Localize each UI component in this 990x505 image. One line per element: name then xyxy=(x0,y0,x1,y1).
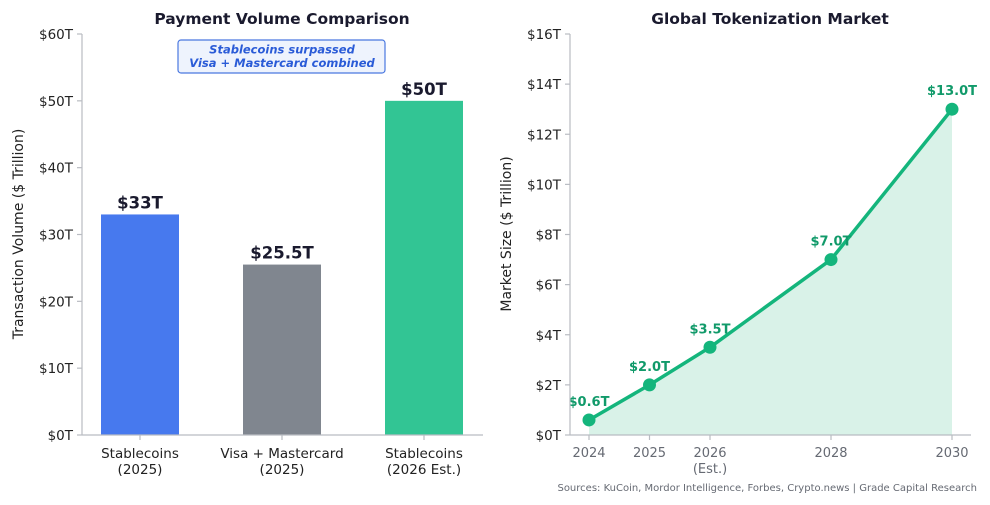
bar-value-label: $33T xyxy=(117,193,163,212)
bar-chart: Payment Volume Comparison $0T $10T $20T $30… xyxy=(11,10,483,478)
bar-category-label: Visa + Mastercard xyxy=(220,446,343,462)
line-chart-y-tick-label: $10T xyxy=(527,177,562,193)
line-chart-y-tick-label: $6T xyxy=(536,278,562,294)
line-chart-y-tick-label: $2T xyxy=(536,378,562,394)
bar-value-label: $25.5T xyxy=(250,244,314,263)
bar-value-label: $50T xyxy=(401,80,447,99)
data-point-label: $13.0T xyxy=(927,84,977,99)
data-point xyxy=(582,413,596,427)
bar-chart-y-tick-label: $50T xyxy=(39,94,74,110)
line-chart-x-tick-label: 2030 xyxy=(935,446,968,461)
annotation-line-1: Stablecoins surpassed xyxy=(209,43,355,57)
data-point xyxy=(643,378,656,392)
line-chart-x-tick-label: 2026 xyxy=(693,446,726,461)
line-chart-y-axis-label: Market Size ($ Trillion) xyxy=(499,156,515,311)
line-chart-y-tick-label: $8T xyxy=(536,228,562,244)
data-point xyxy=(703,340,717,354)
line-chart-x-tick-label: 2028 xyxy=(814,446,847,461)
line-chart-y-tick-label: $4T xyxy=(536,328,562,344)
line-chart: Global Tokenization Market $0T $2T $4T $6T $… xyxy=(499,10,977,477)
bar-category-label: (2025) xyxy=(260,462,305,478)
data-point-label: $7.0T xyxy=(811,235,852,250)
line-chart-y-tick-label: $0T xyxy=(536,428,562,444)
data-point xyxy=(824,253,838,267)
bar-category-label: (2026 Est.) xyxy=(387,462,461,478)
bar-category-label: Stablecoins xyxy=(385,446,463,462)
bar-chart-y-axis-label: Transaction Volume ($ Trillion) xyxy=(11,129,27,341)
bar-category-label: Stablecoins xyxy=(101,446,179,462)
bar xyxy=(385,100,463,435)
bar-chart-y-tick-label: $0T xyxy=(48,428,74,444)
line-chart-title: Global Tokenization Market xyxy=(651,10,889,28)
bar-chart-y-tick-label: $30T xyxy=(39,228,74,244)
source-note: Sources: KuCoin, Mordor Intelligence, Fo… xyxy=(557,483,977,494)
area-fill xyxy=(589,109,952,435)
data-point xyxy=(945,102,959,116)
bar-chart-y-tick-label: $20T xyxy=(39,294,74,310)
data-point-label: $0.6T xyxy=(569,395,610,410)
bar xyxy=(101,214,179,435)
annotation-box-border xyxy=(177,39,386,74)
line-chart-x-tick-label: 2025 xyxy=(633,446,666,461)
data-point-label: $3.5T xyxy=(690,322,731,337)
line-chart-y-tick-label: $12T xyxy=(527,127,562,143)
bar-chart-y-tick-label: $40T xyxy=(39,161,74,177)
line-chart-x-tick-sublabel: (Est.) xyxy=(693,462,727,477)
bar-chart-title: Payment Volume Comparison xyxy=(154,10,409,28)
data-point-label: $2.0T xyxy=(629,360,670,375)
line-chart-y-tick-label: $16T xyxy=(527,27,562,43)
annotation-line-2: Visa + Mastercard combined xyxy=(189,56,375,70)
bar xyxy=(243,264,321,435)
line-chart-y-tick-label: $14T xyxy=(527,77,562,93)
bar-chart-y-tick-label: $10T xyxy=(39,361,74,377)
bar-category-label: (2025) xyxy=(118,462,163,478)
annotation-box: Stablecoins surpassed Visa + Mastercard … xyxy=(177,39,386,74)
line-chart-x-tick-label: 2024 xyxy=(572,446,605,461)
bar-chart-y-tick-label: $60T xyxy=(39,27,74,43)
